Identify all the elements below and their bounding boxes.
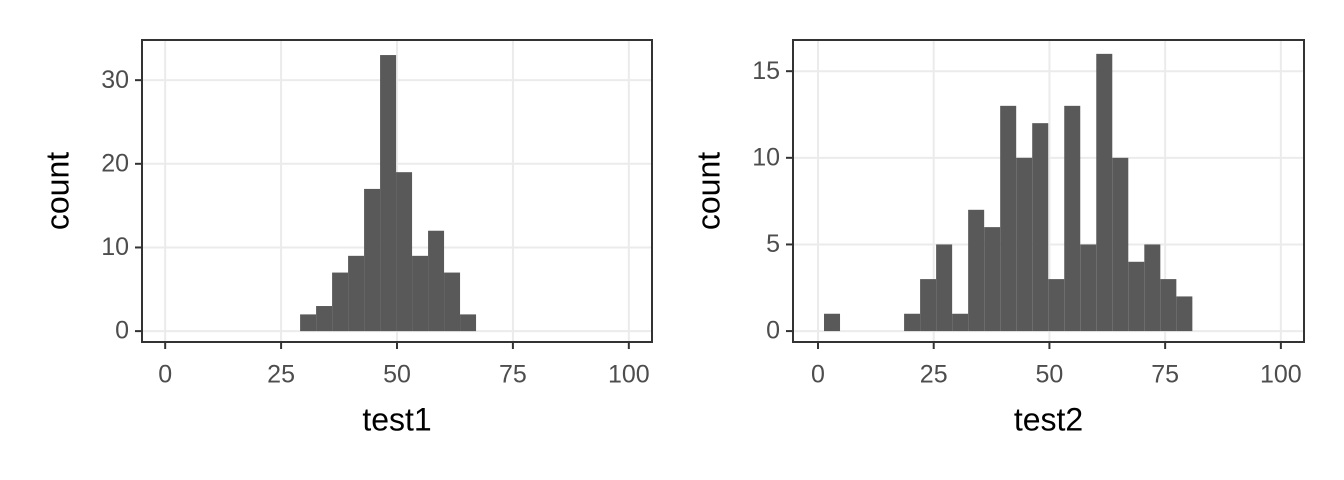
bar (428, 230, 445, 332)
x-tick-label: 25 (920, 361, 948, 389)
y-tick-label: 0 (115, 317, 129, 345)
panel-border (792, 39, 1305, 343)
panel-border (141, 39, 653, 343)
bar (968, 209, 985, 332)
bar (1048, 279, 1065, 332)
bar (952, 313, 969, 332)
x-tick-label: 25 (267, 361, 295, 389)
bar (1144, 244, 1161, 332)
bar (920, 279, 937, 332)
y-tick-label: 20 (101, 149, 129, 177)
bar (1096, 53, 1113, 332)
bar (1064, 105, 1081, 332)
y-tick-label: 15 (752, 57, 780, 85)
y-tick-label: 10 (101, 233, 129, 261)
bar (1176, 296, 1193, 332)
y-axis-title: count (690, 152, 726, 230)
bar (1032, 123, 1049, 332)
bar (300, 314, 317, 332)
x-tick-label: 75 (499, 361, 527, 389)
bar (348, 255, 365, 332)
bar (380, 55, 397, 332)
bar (332, 272, 349, 332)
x-tick-label: 100 (1260, 361, 1302, 389)
bar (824, 313, 841, 332)
bar (460, 314, 477, 332)
x-tick-label: 75 (1151, 361, 1179, 389)
bar (364, 188, 381, 332)
bar (1000, 105, 1017, 332)
y-tick-label: 5 (766, 230, 780, 258)
bar (1112, 157, 1129, 332)
x-tick-label: 50 (1036, 361, 1064, 389)
bar (904, 313, 921, 332)
x-axis-title: test2 (1014, 401, 1083, 437)
bar (1016, 157, 1033, 332)
bar (1128, 261, 1145, 332)
bar (444, 272, 461, 332)
bar (316, 306, 333, 332)
x-tick-label: 0 (811, 361, 825, 389)
x-tick-label: 0 (158, 361, 172, 389)
bar (412, 255, 429, 332)
x-axis-title: test1 (362, 401, 431, 437)
x-tick-label: 100 (608, 361, 650, 389)
bar (1160, 279, 1177, 332)
bar (984, 227, 1001, 332)
y-axis-title: count (39, 152, 75, 230)
bar (936, 244, 953, 332)
y-tick-label: 10 (752, 143, 780, 171)
x-tick-label: 50 (383, 361, 411, 389)
y-tick-label: 0 (766, 317, 780, 345)
y-tick-label: 30 (101, 66, 129, 94)
bar (1080, 244, 1097, 332)
bar (396, 172, 413, 332)
